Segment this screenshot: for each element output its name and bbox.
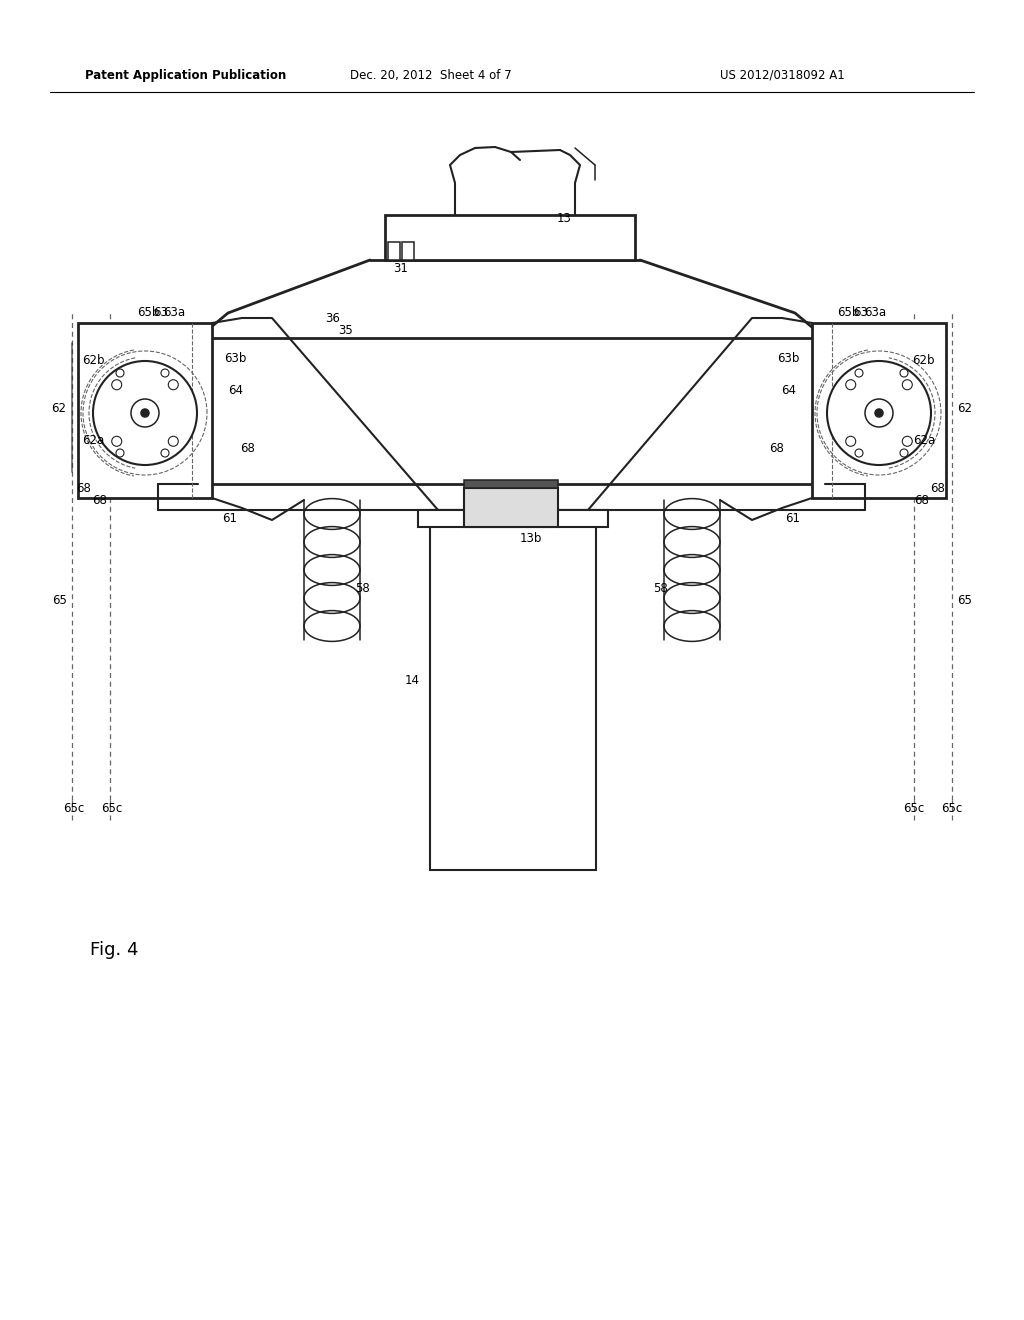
Circle shape: [168, 437, 178, 446]
Text: 62b: 62b: [82, 354, 104, 367]
Circle shape: [168, 380, 178, 389]
Bar: [812, 323, 946, 498]
Text: 63b: 63b: [224, 351, 247, 364]
Circle shape: [161, 370, 169, 378]
Text: 64: 64: [781, 384, 796, 396]
Text: 68: 68: [931, 482, 945, 495]
Text: 13b: 13b: [520, 532, 543, 544]
Text: 63a: 63a: [163, 306, 185, 319]
Bar: [430, 510, 596, 870]
Text: 68: 68: [77, 482, 91, 495]
Text: 35: 35: [338, 323, 353, 337]
Bar: [418, 510, 608, 527]
Circle shape: [141, 409, 150, 417]
Text: 65c: 65c: [941, 801, 963, 814]
Bar: [464, 480, 558, 488]
Text: 63: 63: [854, 306, 868, 319]
Circle shape: [112, 380, 122, 389]
Text: 36: 36: [326, 312, 340, 325]
Circle shape: [846, 380, 856, 389]
Text: Patent Application Publication: Patent Application Publication: [85, 69, 287, 82]
Text: 62: 62: [51, 401, 67, 414]
Text: 68: 68: [92, 494, 108, 507]
Bar: [385, 215, 635, 260]
Text: 64: 64: [228, 384, 243, 396]
Circle shape: [874, 409, 883, 417]
Circle shape: [112, 437, 122, 446]
Circle shape: [902, 437, 912, 446]
Text: 63: 63: [154, 306, 168, 319]
Text: 65: 65: [52, 594, 68, 606]
Circle shape: [116, 370, 124, 378]
Circle shape: [116, 449, 124, 457]
Text: 62: 62: [957, 401, 973, 414]
Text: 63a: 63a: [864, 306, 886, 319]
Text: 63b: 63b: [777, 351, 800, 364]
Circle shape: [846, 437, 856, 446]
Bar: [464, 488, 558, 527]
Text: 68: 68: [240, 441, 255, 454]
Circle shape: [902, 380, 912, 389]
Text: 14: 14: [406, 673, 420, 686]
Text: 58: 58: [355, 582, 370, 594]
Text: 62a: 62a: [912, 433, 935, 446]
Bar: [388, 242, 400, 260]
Bar: [198, 338, 825, 484]
Text: 65b: 65b: [837, 306, 859, 319]
Circle shape: [161, 449, 169, 457]
Text: Fig. 4: Fig. 4: [90, 941, 138, 960]
Text: 68: 68: [914, 494, 930, 507]
Circle shape: [855, 449, 863, 457]
Bar: [78, 323, 212, 498]
Text: 58: 58: [653, 582, 668, 594]
Circle shape: [900, 370, 908, 378]
Circle shape: [131, 399, 159, 426]
Text: 65c: 65c: [903, 801, 925, 814]
Text: 68: 68: [769, 441, 784, 454]
Text: 65c: 65c: [63, 801, 85, 814]
Text: 65b: 65b: [137, 306, 159, 319]
Circle shape: [900, 449, 908, 457]
Text: 62b: 62b: [912, 354, 935, 367]
Text: 13: 13: [557, 211, 571, 224]
Circle shape: [93, 360, 197, 465]
Text: 62a: 62a: [82, 433, 104, 446]
Text: 31: 31: [393, 261, 408, 275]
Circle shape: [865, 399, 893, 426]
Circle shape: [855, 370, 863, 378]
Bar: [402, 242, 414, 260]
Text: Dec. 20, 2012  Sheet 4 of 7: Dec. 20, 2012 Sheet 4 of 7: [350, 69, 512, 82]
Text: 61: 61: [222, 511, 237, 524]
Circle shape: [827, 360, 931, 465]
Text: 65: 65: [957, 594, 973, 606]
Text: 65c: 65c: [101, 801, 123, 814]
Text: US 2012/0318092 A1: US 2012/0318092 A1: [720, 69, 845, 82]
Text: 61: 61: [785, 511, 800, 524]
